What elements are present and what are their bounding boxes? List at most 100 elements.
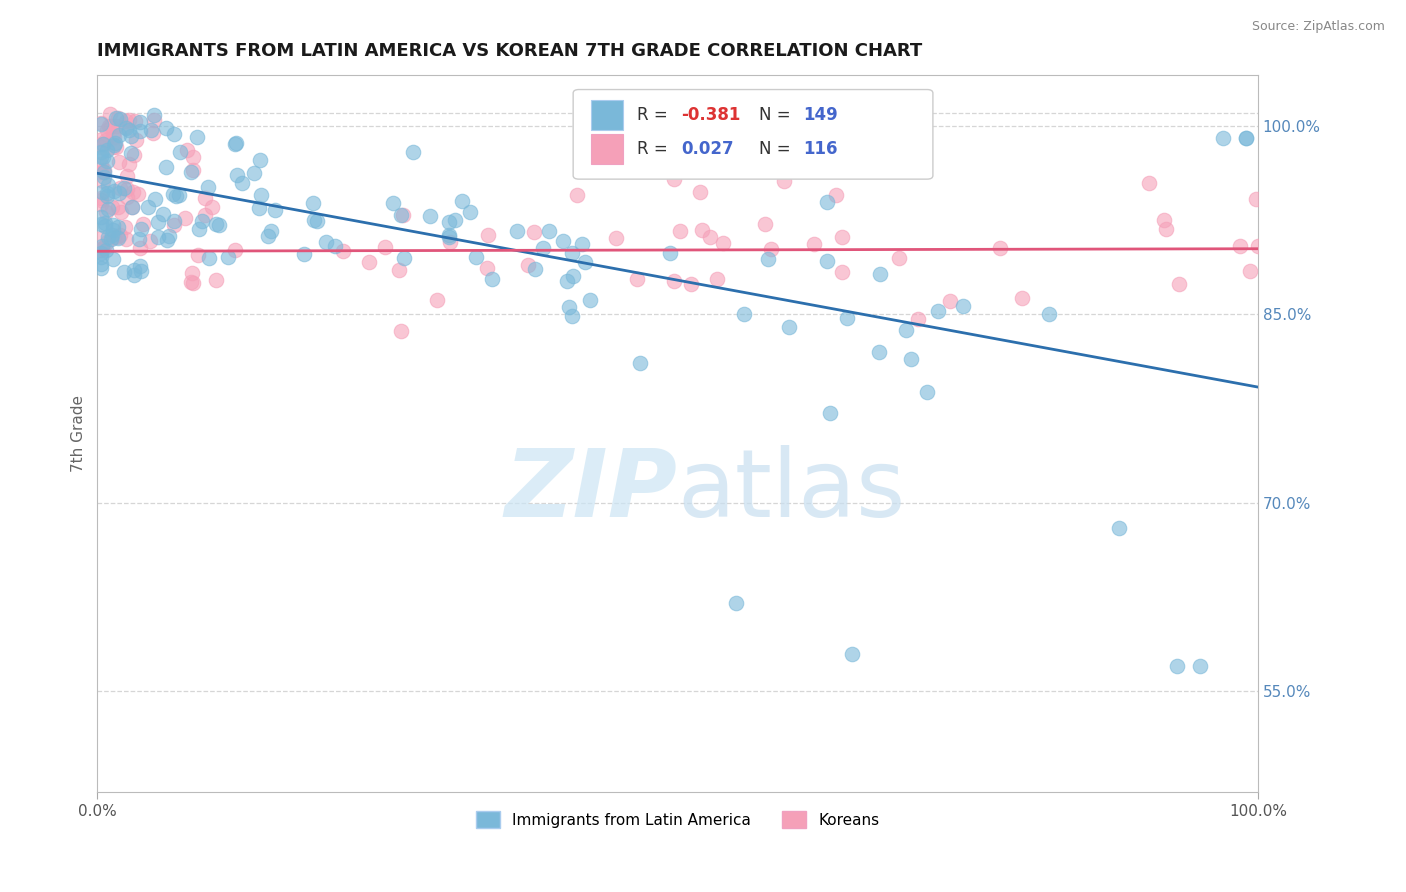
Point bbox=[1188, 659, 1211, 673]
Point bbox=[129, 264, 152, 278]
Point bbox=[831, 265, 853, 279]
Point bbox=[754, 217, 776, 231]
Point bbox=[1168, 277, 1191, 292]
Text: N =: N = bbox=[759, 140, 796, 158]
Point bbox=[537, 224, 560, 238]
Point bbox=[574, 255, 596, 269]
Point bbox=[104, 111, 127, 125]
Text: R =: R = bbox=[637, 105, 673, 124]
Point bbox=[426, 293, 449, 308]
Point bbox=[90, 193, 112, 207]
Point bbox=[180, 275, 202, 289]
Point bbox=[439, 215, 461, 229]
Point bbox=[90, 245, 112, 260]
Point bbox=[120, 128, 142, 143]
Point bbox=[659, 246, 682, 260]
Point bbox=[1137, 176, 1160, 190]
Point bbox=[122, 148, 145, 162]
Point bbox=[163, 127, 186, 141]
Point bbox=[152, 207, 174, 221]
Point bbox=[628, 161, 651, 175]
Point bbox=[506, 224, 529, 238]
Point bbox=[129, 222, 152, 236]
Point bbox=[626, 272, 648, 286]
Point bbox=[163, 214, 186, 228]
Point bbox=[724, 596, 747, 610]
Point bbox=[93, 165, 115, 179]
Text: -0.381: -0.381 bbox=[681, 105, 741, 124]
Point bbox=[128, 187, 150, 202]
Point bbox=[90, 218, 112, 232]
Point bbox=[91, 174, 114, 188]
Point bbox=[103, 130, 125, 145]
Point bbox=[117, 112, 139, 127]
Point bbox=[1229, 239, 1251, 253]
Y-axis label: 7th Grade: 7th Grade bbox=[72, 395, 86, 472]
Point bbox=[94, 216, 117, 230]
Point bbox=[778, 319, 800, 334]
Point bbox=[90, 231, 112, 245]
Point bbox=[1153, 213, 1175, 227]
Point bbox=[90, 115, 112, 129]
Point bbox=[100, 232, 122, 246]
Point bbox=[90, 210, 112, 224]
Point bbox=[419, 209, 441, 223]
Text: 116: 116 bbox=[803, 140, 838, 158]
Point bbox=[869, 267, 891, 281]
Point bbox=[562, 268, 585, 283]
Point bbox=[101, 200, 124, 214]
Point bbox=[561, 246, 583, 260]
Point bbox=[988, 241, 1011, 255]
Point bbox=[249, 201, 271, 215]
Point bbox=[1239, 264, 1261, 278]
Point bbox=[315, 235, 337, 249]
Point bbox=[565, 188, 588, 202]
Point bbox=[96, 144, 118, 158]
Point bbox=[818, 405, 841, 419]
Point bbox=[226, 168, 249, 182]
Point bbox=[231, 177, 253, 191]
Point bbox=[759, 243, 782, 257]
Point bbox=[115, 182, 138, 196]
Point bbox=[439, 228, 461, 243]
Point bbox=[96, 154, 118, 169]
Point bbox=[181, 276, 204, 290]
Point bbox=[516, 259, 538, 273]
Point bbox=[136, 200, 159, 214]
Point bbox=[402, 145, 425, 159]
Point bbox=[605, 231, 627, 245]
Point bbox=[107, 186, 129, 201]
Point bbox=[181, 150, 204, 164]
Point bbox=[260, 224, 283, 238]
Point bbox=[93, 163, 115, 178]
Point bbox=[129, 241, 152, 255]
Point bbox=[323, 239, 346, 253]
Point bbox=[107, 220, 129, 235]
Point bbox=[825, 188, 848, 202]
Point bbox=[101, 223, 124, 237]
Point bbox=[122, 268, 145, 283]
Point bbox=[118, 157, 141, 171]
Point bbox=[391, 324, 413, 338]
Point bbox=[132, 217, 155, 231]
FancyBboxPatch shape bbox=[591, 134, 623, 164]
Point bbox=[97, 119, 120, 133]
Point bbox=[108, 112, 131, 126]
Point bbox=[465, 251, 488, 265]
Point bbox=[156, 233, 179, 247]
Point bbox=[332, 244, 354, 259]
Point bbox=[917, 384, 939, 399]
Point bbox=[112, 181, 135, 195]
Point bbox=[90, 257, 112, 271]
Text: R =: R = bbox=[637, 140, 673, 158]
Point bbox=[103, 252, 125, 266]
Point bbox=[224, 137, 246, 152]
Point bbox=[571, 237, 593, 252]
Point bbox=[105, 230, 128, 244]
Point bbox=[120, 145, 142, 160]
Point bbox=[887, 251, 910, 265]
Point bbox=[374, 240, 396, 254]
Point bbox=[90, 185, 112, 199]
Point bbox=[1011, 291, 1033, 305]
Point bbox=[561, 309, 583, 323]
